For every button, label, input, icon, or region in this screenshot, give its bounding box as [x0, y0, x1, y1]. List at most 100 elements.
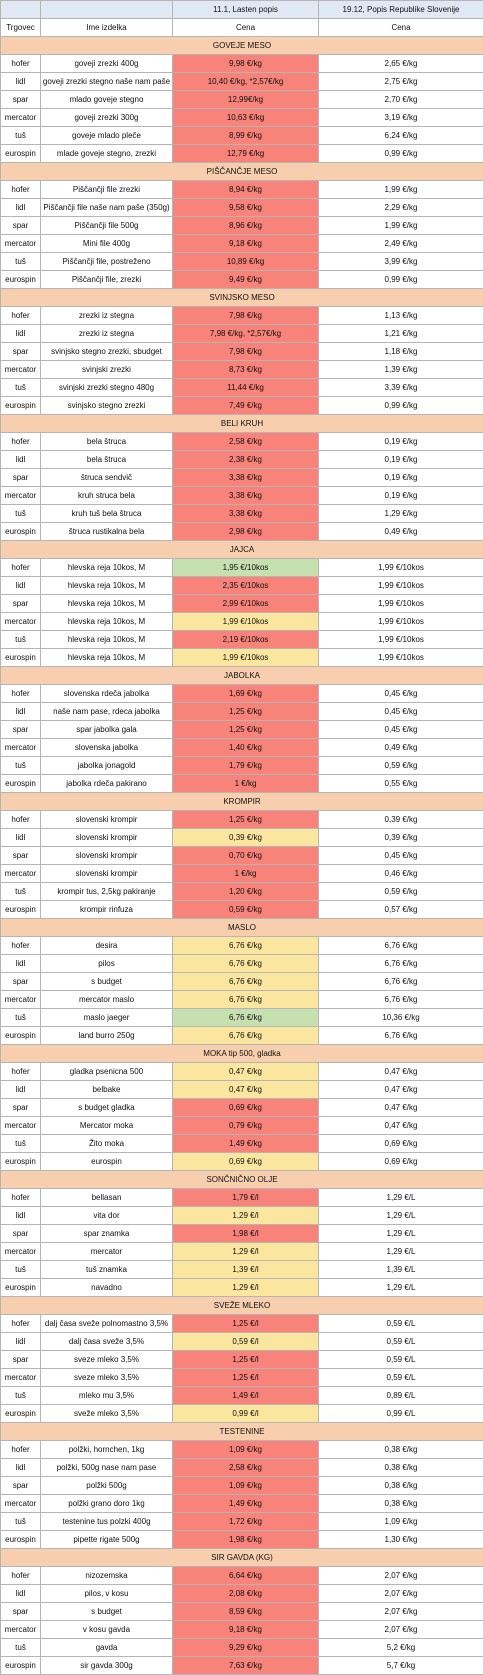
price-dec-cell: 0,45 €/kg [319, 685, 483, 703]
product-cell: tuš znamka [41, 1261, 173, 1279]
price-jan-cell: 10,63 €/kg [173, 109, 319, 127]
price-jan-cell: 1,40 €/kg [173, 739, 319, 757]
price-jan-cell: 1,25 €/kg [173, 703, 319, 721]
product-cell: slovenski krompir [41, 865, 173, 883]
product-cell: pilos, v kosu [41, 1585, 173, 1603]
price-jan-cell: 7,98 €/kg [173, 307, 319, 325]
price-dec-cell: 0,46 €/kg [319, 865, 483, 883]
header-title-row: 11.1, Lasten popis 19.12, Popis Republik… [1, 1, 483, 19]
store-cell: lidl [1, 73, 41, 91]
price-jan-cell: 2,99 €/10kos [173, 595, 319, 613]
store-cell: spar [1, 217, 41, 235]
store-cell: spar [1, 91, 41, 109]
price-dec-cell: 1,29 €/L [319, 1189, 483, 1207]
price-dec-cell: 0,47 €/kg [319, 1081, 483, 1099]
price-dec-cell: 6,76 €/kg [319, 991, 483, 1009]
product-cell: naše nam pase, rdeca jabolka [41, 703, 173, 721]
store-cell: tuš [1, 1009, 41, 1027]
price-dec-cell: 1,99 €/10kos [319, 613, 483, 631]
product-cell: nizozemska [41, 1567, 173, 1585]
section-header-row: SVINJSKO MESO [1, 289, 483, 307]
product-cell: sveze mleko 3,5% [41, 1351, 173, 1369]
price-jan-cell: 1,25 €/kg [173, 721, 319, 739]
store-cell: mercator [1, 1495, 41, 1513]
price-dec-cell: 0,47 €/kg [319, 1117, 483, 1135]
price-dec-cell: 1,99 €/10kos [319, 577, 483, 595]
product-cell: sir gavda 300g [41, 1657, 173, 1675]
product-cell: polžki grano doro 1kg [41, 1495, 173, 1513]
price-dec-cell: 2,70 €/kg [319, 91, 483, 109]
store-cell: eurospin [1, 1657, 41, 1675]
price-dec-cell: 0,19 €/kg [319, 487, 483, 505]
price-jan-cell: 9,49 €/kg [173, 271, 319, 289]
price-dec-cell: 0,99 €/kg [319, 397, 483, 415]
price-dec-cell: 2,49 €/kg [319, 235, 483, 253]
price-jan-cell: 1,29 €/l [173, 1279, 319, 1297]
product-cell: land burro 250g [41, 1027, 173, 1045]
product-cell: s budget [41, 1603, 173, 1621]
price-jan-cell: 8,99 €/kg [173, 127, 319, 145]
price-dec-cell: 2,75 €/kg [319, 73, 483, 91]
price-jan-cell: 1,25 €/l [173, 1351, 319, 1369]
product-cell: eurospin [41, 1153, 173, 1171]
store-cell: spar [1, 973, 41, 991]
store-cell: eurospin [1, 775, 41, 793]
store-cell: mercator [1, 235, 41, 253]
section-title: SONČNIČNO OLJE [1, 1171, 483, 1189]
product-cell: Piščančji file 500g [41, 217, 173, 235]
store-cell: lidl [1, 1459, 41, 1477]
product-cell: v kosu gavda [41, 1621, 173, 1639]
section-title: BELI KRUH [1, 415, 483, 433]
price-dec-cell: 1,99 €/kg [319, 217, 483, 235]
price-jan-cell: 1,09 €/kg [173, 1477, 319, 1495]
store-cell: hofer [1, 685, 41, 703]
store-cell: hofer [1, 1063, 41, 1081]
price-jan-cell: 0,69 €/kg [173, 1099, 319, 1117]
product-cell: bellasan [41, 1189, 173, 1207]
price-jan-cell: 1,29 €/l [173, 1207, 319, 1225]
product-cell: gladka psenicna 500 [41, 1063, 173, 1081]
section-header-row: SONČNIČNO OLJE [1, 1171, 483, 1189]
store-cell: spar [1, 595, 41, 613]
header-col4-title: 19.12, Popis Republike Slovenije [319, 1, 483, 19]
price-dec-cell: 1,99 €/kg [319, 181, 483, 199]
product-cell: Piščančji file, postreženo [41, 253, 173, 271]
store-cell: spar [1, 469, 41, 487]
store-cell: lidl [1, 199, 41, 217]
price-jan-cell: 6,76 €/kg [173, 973, 319, 991]
store-cell: tuš [1, 127, 41, 145]
product-cell: bela štruca [41, 433, 173, 451]
price-dec-cell: 0,99 €/L [319, 1405, 483, 1423]
price-jan-cell: 7,98 €/kg [173, 343, 319, 361]
product-cell: slovenski krompir [41, 829, 173, 847]
price-dec-cell: 2,65 €/kg [319, 55, 483, 73]
product-cell: maslo jaeger [41, 1009, 173, 1027]
store-cell: eurospin [1, 523, 41, 541]
header-price-label-jan: Cena [173, 19, 319, 37]
store-cell: lidl [1, 577, 41, 595]
product-cell: Piščančji file zrezki [41, 181, 173, 199]
store-cell: mercator [1, 1621, 41, 1639]
price-jan-cell: 1,09 €/kg [173, 1441, 319, 1459]
price-dec-cell: 0,69 €/kg [319, 1153, 483, 1171]
price-dec-cell: 0,59 €/L [319, 1333, 483, 1351]
price-dec-cell: 0,89 €/L [319, 1387, 483, 1405]
product-cell: desira [41, 937, 173, 955]
price-jan-cell: 12,79 €/kg [173, 145, 319, 163]
product-cell: slovenski krompir [41, 811, 173, 829]
